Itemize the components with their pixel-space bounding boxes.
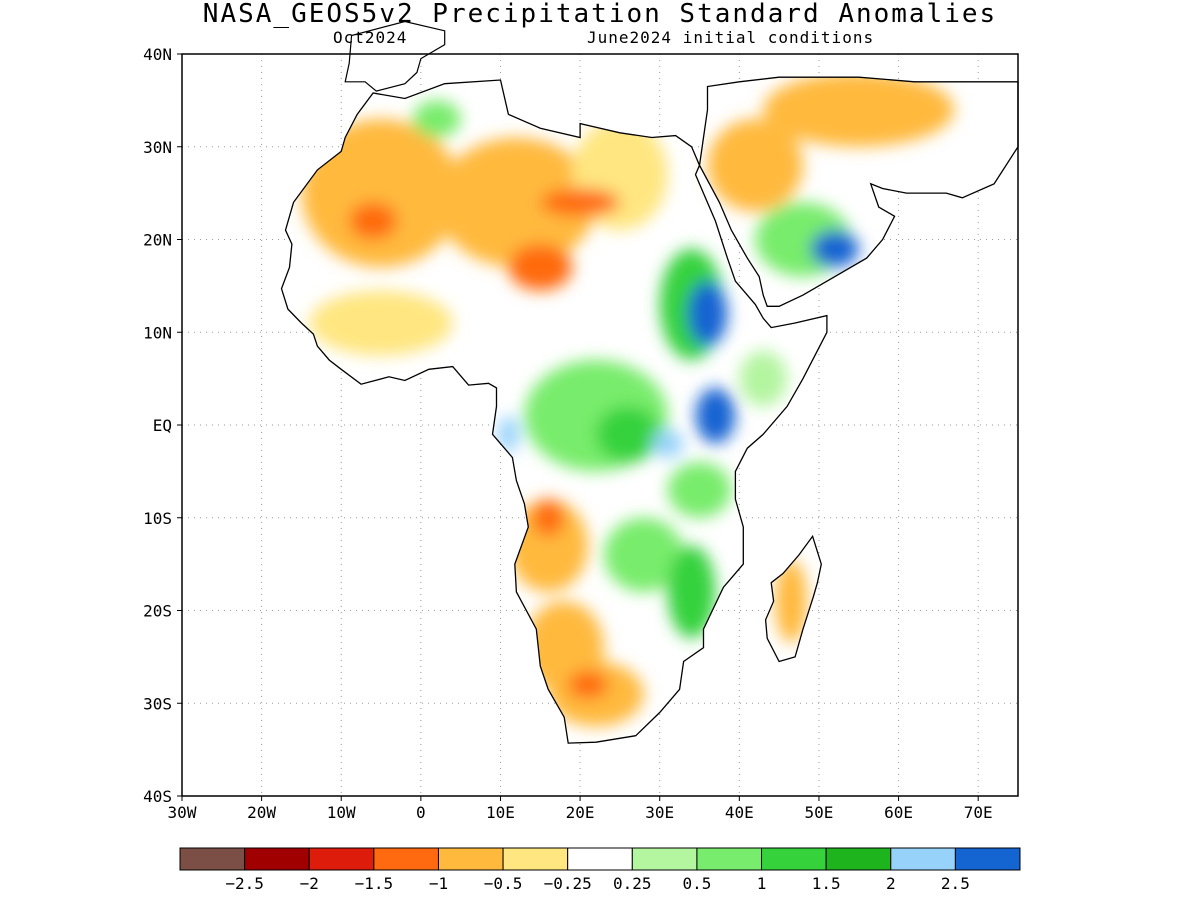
colorbar-label: 1.5 [812, 874, 841, 893]
coastline-iberia [344, 20, 446, 92]
colorbar-label: 1 [757, 874, 767, 893]
anomaly-region-sahel-orange [508, 244, 573, 291]
lat-tick-label: EQ [153, 416, 172, 435]
anomaly-region-south-africa-red [568, 670, 608, 699]
lon-tick-label: 10W [327, 803, 356, 822]
colorbar-swatch [437, 847, 504, 871]
lon-tick-label: 50E [804, 803, 833, 822]
axis-labels: 30W 20W 10W 0 10E 20E 30E 40E 50E 60E 70E 40N 30N 20N… [143, 45, 993, 822]
anomaly-region-middle-east-north [763, 77, 955, 147]
anomaly-region-east-africa-blue [695, 387, 736, 444]
anomaly-region-sahara-central [436, 137, 597, 268]
coastline-layer [280, 20, 1019, 744]
anomaly-region-gabon-lightblue [498, 415, 519, 453]
colorbar-label: −0.5 [484, 874, 523, 893]
colorbar-swatch [696, 847, 763, 871]
anomaly-region-arabia-orange [707, 118, 804, 212]
anomaly-region-angola-redorange [532, 499, 565, 537]
lat-tick-label: 20S [143, 602, 172, 621]
lon-tick-label: 20E [566, 803, 595, 822]
anomaly-region-sahara-orange-1 [349, 202, 397, 240]
anomaly-region-sahara-west [301, 118, 461, 268]
lat-tick-label: 10N [143, 323, 172, 342]
colorbar-swatch [825, 847, 892, 871]
anomaly-region-lake-victoria-lightblue [651, 429, 684, 458]
coastline [280, 76, 1019, 744]
colorbar-label: −0.25 [544, 874, 592, 893]
colorbar-swatch [179, 847, 246, 871]
lat-tick-label: 30N [143, 138, 172, 157]
anomaly-region-arabia-blue [810, 230, 859, 268]
lat-tick-label: 40N [143, 45, 172, 64]
lon-tick-label: 20W [247, 803, 276, 822]
colorbar-label: −1.5 [355, 874, 394, 893]
colorbar-swatch [308, 847, 375, 871]
chart-title: NASA_GEOS5v2 Precipitation Standard Anom… [202, 0, 998, 29]
anomaly-region-angola-orange [508, 499, 589, 592]
lon-tick-label: 30W [168, 803, 197, 822]
lat-tick-label: 10S [143, 509, 172, 528]
initial-conditions: June2024 initial conditions [587, 28, 875, 47]
colorbar-label: 0.5 [682, 874, 711, 893]
colorbar-label: 2 [886, 874, 896, 893]
anomaly-region-tanzania-green [667, 462, 732, 518]
colorbar-label: −2 [300, 874, 319, 893]
lon-tick-label: 0 [416, 803, 426, 822]
colorbar-label: −1 [429, 874, 448, 893]
anomaly-region-madagascar-orange [775, 559, 808, 643]
lon-tick-label: 70E [964, 803, 993, 822]
lon-tick-label: 60E [884, 803, 913, 822]
lat-tick-label: 30S [143, 694, 172, 713]
lat-tick-label: 20N [143, 231, 172, 250]
anomaly-region-zambia-green [603, 517, 684, 592]
anomaly-region-ethiopia-blue [687, 281, 728, 347]
colorbar-swatch [373, 847, 439, 871]
anomaly-region-west-africa [309, 290, 453, 356]
colorbar-swatch [567, 847, 633, 871]
lon-tick-label: 40E [725, 803, 754, 822]
anomaly-region-atlas-green [412, 100, 461, 138]
colorbar-label: −2.5 [225, 874, 264, 893]
colorbar-label: 2.5 [941, 874, 970, 893]
anomaly-region-somalia-green [739, 350, 788, 407]
colorbar-swatch [954, 847, 1021, 871]
lon-tick-label: 10E [486, 803, 515, 822]
lat-tick-label: 40S [143, 787, 172, 806]
colorbar-label: 0.25 [613, 874, 652, 893]
lon-tick-label: 30E [645, 803, 674, 822]
colorbar: −2.5 −2 −1.5 −1 −0.5 −0.25 0.25 0.5 1 1.5 2 2.5 [179, 847, 1021, 893]
colorbar-swatch [631, 847, 698, 871]
colorbar-swatch [890, 847, 956, 871]
colorbar-swatch [502, 847, 569, 871]
land-layer [281, 77, 1018, 744]
colorbar-swatch [244, 847, 310, 871]
anomaly-region-mozambique-green [667, 545, 716, 639]
anomaly-region-sahara-orange-2 [540, 188, 620, 217]
anomaly-region-congo-dark [596, 406, 660, 463]
colorbar-swatch [761, 847, 827, 871]
